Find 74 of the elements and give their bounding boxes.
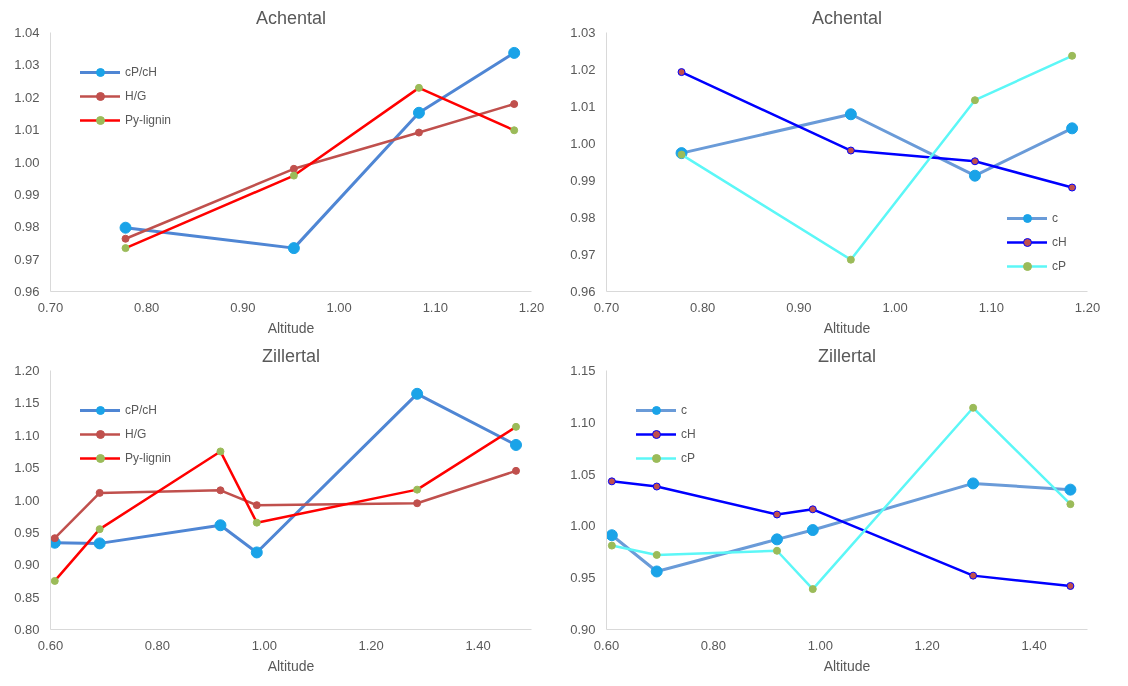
x-tick-label: 0.80: [700, 637, 727, 653]
x-tick-label: 0.60: [37, 637, 64, 653]
legend-label: cH: [681, 427, 697, 441]
legend-label: c: [681, 403, 688, 417]
y-tick-label: 1.05: [570, 466, 596, 482]
y-tick-label: 1.10: [14, 427, 40, 443]
legend-label: cP: [681, 451, 696, 465]
x-tick-label: 1.40: [1021, 637, 1047, 653]
y-tick-label: 1.03: [570, 25, 596, 40]
y-tick-label: 1.20: [14, 363, 40, 378]
y-tick-label: 1.04: [14, 25, 40, 40]
y-tick-label: 1.01: [570, 99, 596, 114]
y-tick-label: 0.90: [14, 557, 40, 573]
y-tick-label: 0.95: [14, 524, 40, 540]
y-tick-label: 1.00: [570, 518, 596, 534]
x-tick-label: 0.80: [134, 299, 160, 315]
y-tick-label: 0.85: [14, 589, 40, 605]
y-tick-label: 1.15: [570, 363, 596, 378]
y-tick-label: 1.00: [14, 492, 40, 508]
x-tick-label: 1.00: [326, 299, 352, 315]
legend-label: Py-lignin: [125, 113, 172, 127]
x-tick-label: 1.10: [978, 299, 1004, 315]
x-tick-label: 1.00: [251, 637, 277, 653]
y-tick-label: 0.97: [14, 251, 40, 267]
y-tick-label: 0.98: [14, 219, 40, 235]
y-tick-label: 0.96: [14, 284, 40, 299]
y-tick-label: 0.96: [570, 284, 596, 299]
chart-title: Achental: [811, 7, 883, 28]
legend-label: c: [1052, 211, 1059, 225]
x-tick-label: 1.20: [518, 299, 545, 315]
x-tick-label: 1.10: [422, 299, 448, 315]
y-tick-label: 0.97: [570, 247, 596, 262]
y-tick-label: 1.00: [14, 154, 40, 170]
y-tick-label: 1.15: [14, 395, 40, 411]
x-axis-title: Altitude: [823, 657, 871, 674]
chart-title: Zillertal: [818, 345, 877, 366]
y-tick-label: 1.10: [570, 414, 596, 430]
x-axis-title: Altitude: [267, 319, 315, 336]
y-tick-label: 1.02: [570, 62, 596, 77]
x-tick-label: 0.80: [144, 637, 171, 653]
x-tick-label: 1.40: [465, 637, 491, 653]
x-axis-title: Altitude: [267, 657, 315, 674]
y-tick-label: 1.01: [14, 122, 40, 138]
x-tick-label: 0.80: [690, 299, 716, 315]
x-tick-label: 0.90: [786, 299, 812, 315]
legend-label: cP/cH: [125, 403, 158, 417]
x-tick-label: 1.20: [358, 637, 384, 653]
legend-label: H/G: [125, 427, 147, 441]
y-tick-label: 0.98: [570, 210, 596, 225]
y-tick-label: 0.80: [14, 622, 40, 637]
chart-title: Achental: [255, 7, 327, 28]
y-tick-label: 0.90: [570, 622, 596, 637]
x-axis-title: Altitude: [823, 319, 871, 336]
x-tick-label: 0.70: [37, 299, 64, 315]
legend-label: cP/cH: [125, 65, 158, 79]
y-tick-label: 0.99: [570, 173, 596, 188]
x-tick-label: 0.90: [230, 299, 256, 315]
y-tick-label: 1.05: [14, 460, 40, 476]
y-tick-label: 1.03: [14, 57, 40, 73]
x-tick-label: 0.60: [593, 637, 620, 653]
x-tick-label: 1.00: [882, 299, 908, 315]
legend-label: Py-lignin: [125, 451, 172, 465]
legend-label: cH: [1052, 235, 1068, 249]
y-tick-label: 0.95: [570, 570, 596, 586]
legend-label: H/G: [125, 89, 147, 103]
y-tick-label: 1.02: [14, 89, 40, 105]
legend-label: cP: [1052, 259, 1067, 273]
y-tick-label: 1.00: [570, 136, 596, 151]
x-tick-label: 1.20: [1074, 299, 1101, 315]
chart-title: Zillertal: [262, 345, 321, 366]
x-tick-label: 0.70: [593, 299, 620, 315]
y-tick-label: 0.99: [14, 186, 40, 202]
x-tick-label: 1.20: [914, 637, 940, 653]
x-tick-label: 1.00: [807, 637, 833, 653]
